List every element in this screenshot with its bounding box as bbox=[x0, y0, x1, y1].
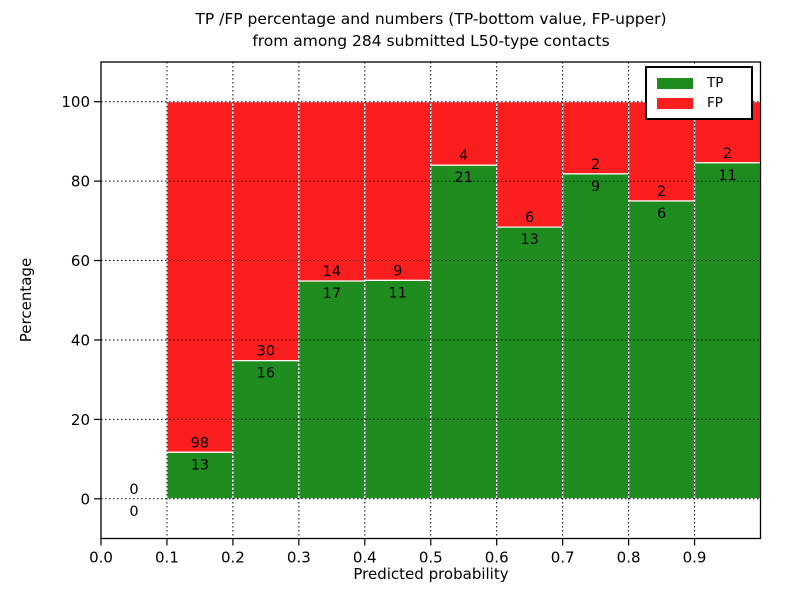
legend-label-fp: FP bbox=[707, 95, 723, 111]
legend-label-tp: TP bbox=[707, 75, 724, 91]
tp-count-label: 11 bbox=[389, 285, 407, 301]
tp-count-label: 21 bbox=[454, 170, 472, 186]
x-tick-label: 0.8 bbox=[617, 549, 641, 567]
fp-bar bbox=[430, 101, 498, 166]
x-tick-label: 0.2 bbox=[221, 549, 245, 567]
fp-count-label: 30 bbox=[257, 344, 275, 360]
chart-title-line-2: from among 284 submitted L50-type contac… bbox=[252, 32, 610, 50]
tp-bar bbox=[496, 226, 564, 500]
fp-count-label: 2 bbox=[591, 157, 600, 173]
legend-item-fp: FP bbox=[653, 93, 745, 113]
legend: TP FP bbox=[645, 66, 753, 120]
tp-count-label: 17 bbox=[323, 286, 341, 302]
fp-count-label: 6 bbox=[525, 210, 534, 226]
tp-bar bbox=[364, 279, 432, 500]
fp-bar bbox=[166, 101, 234, 453]
fp-bar bbox=[562, 101, 630, 175]
tp-bar bbox=[232, 360, 300, 500]
fp-count-label: 4 bbox=[459, 148, 468, 164]
x-tick-label: 0.5 bbox=[419, 549, 443, 567]
y-tick-label: 20 bbox=[71, 411, 90, 429]
chart-title-line-1: TP /FP percentage and numbers (TP-bottom… bbox=[195, 10, 667, 28]
y-tick-label: 100 bbox=[61, 93, 90, 111]
tp-count-label: 0 bbox=[129, 504, 138, 520]
fp-count-label: 2 bbox=[657, 184, 666, 200]
tp-count-label: 9 bbox=[591, 179, 600, 195]
tp-bar bbox=[627, 200, 696, 500]
fp-count-label: 98 bbox=[191, 435, 209, 451]
x-tick-label: 0.6 bbox=[485, 549, 509, 567]
tp-count-label: 13 bbox=[520, 232, 538, 248]
y-tick-label: 80 bbox=[71, 173, 90, 191]
fp-count-label: 0 bbox=[129, 482, 138, 498]
fp-color-swatch bbox=[657, 97, 693, 109]
tp-bar bbox=[298, 280, 366, 500]
tp-bar bbox=[693, 162, 762, 500]
x-tick-label: 0.4 bbox=[353, 549, 377, 567]
x-tick-label: 0.1 bbox=[155, 549, 179, 567]
tp-count-label: 13 bbox=[191, 457, 209, 473]
fp-count-label: 2 bbox=[723, 146, 732, 162]
fp-bar bbox=[232, 101, 300, 362]
fp-bar bbox=[496, 101, 564, 228]
x-tick-label: 0.0 bbox=[89, 549, 113, 567]
tp-color-swatch bbox=[657, 77, 693, 89]
legend-item-tp: TP bbox=[653, 73, 745, 93]
x-axis-label: Predicted probability bbox=[353, 565, 509, 583]
tp-count-label: 6 bbox=[657, 206, 666, 222]
tp-bar bbox=[562, 173, 630, 500]
fp-bar bbox=[364, 101, 432, 281]
fp-count-label: 9 bbox=[393, 263, 402, 279]
x-tick-label: 0.3 bbox=[287, 549, 311, 567]
fp-count-label: 14 bbox=[323, 264, 341, 280]
tp-count-label: 11 bbox=[718, 168, 736, 184]
x-tick-label: 0.7 bbox=[551, 549, 575, 567]
y-tick-label: 60 bbox=[71, 252, 90, 270]
x-tick-label: 0.9 bbox=[683, 549, 707, 567]
y-tick-label: 0 bbox=[80, 490, 90, 508]
fp-bar bbox=[298, 101, 366, 282]
y-axis-label: Percentage bbox=[17, 257, 35, 343]
y-tick-label: 40 bbox=[71, 331, 90, 349]
tp-count-label: 16 bbox=[257, 366, 275, 382]
tp-bar bbox=[430, 164, 498, 500]
